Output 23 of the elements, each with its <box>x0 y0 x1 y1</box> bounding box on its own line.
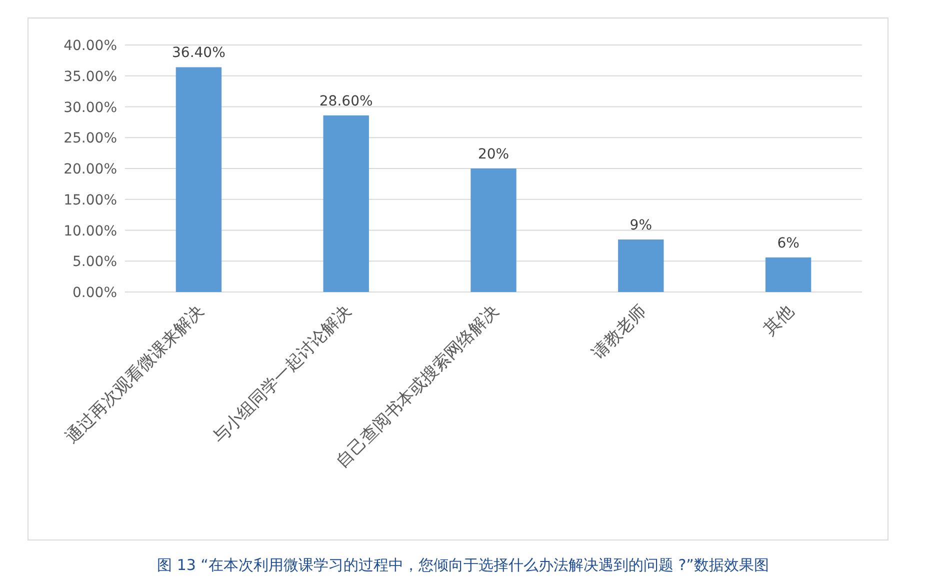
bar <box>176 67 222 292</box>
x-tick-label: 请教老师 <box>588 301 650 364</box>
data-label: 28.60% <box>319 93 373 110</box>
y-tick-label: 0.00% <box>72 285 117 301</box>
y-tick-label: 15.00% <box>64 192 117 208</box>
y-tick-label: 25.00% <box>64 130 117 147</box>
y-tick-label: 35.00% <box>64 68 117 85</box>
x-tick-label: 通过再次观看微课来解决 <box>62 301 208 448</box>
caption: 图 13 “在本次利用微课学习的过程中，您倾向于选择什么办法解决遇到的问题 ?”数据效果图 <box>157 556 769 574</box>
data-label: 9% <box>630 218 652 234</box>
bar <box>618 240 664 292</box>
x-tick-label: 其他 <box>760 301 798 340</box>
y-tick-label: 20.00% <box>64 162 117 178</box>
data-label: 20% <box>478 146 510 162</box>
y-tick-label: 30.00% <box>64 100 117 116</box>
y-tick-label: 10.00% <box>64 223 117 240</box>
bar <box>765 257 812 292</box>
bar <box>323 115 369 292</box>
bar <box>470 168 516 292</box>
y-tick-label: 5.00% <box>72 254 117 270</box>
y-tick-label: 40.00% <box>64 38 117 54</box>
data-label: 36.40% <box>172 45 226 62</box>
data-label: 6% <box>777 235 800 252</box>
